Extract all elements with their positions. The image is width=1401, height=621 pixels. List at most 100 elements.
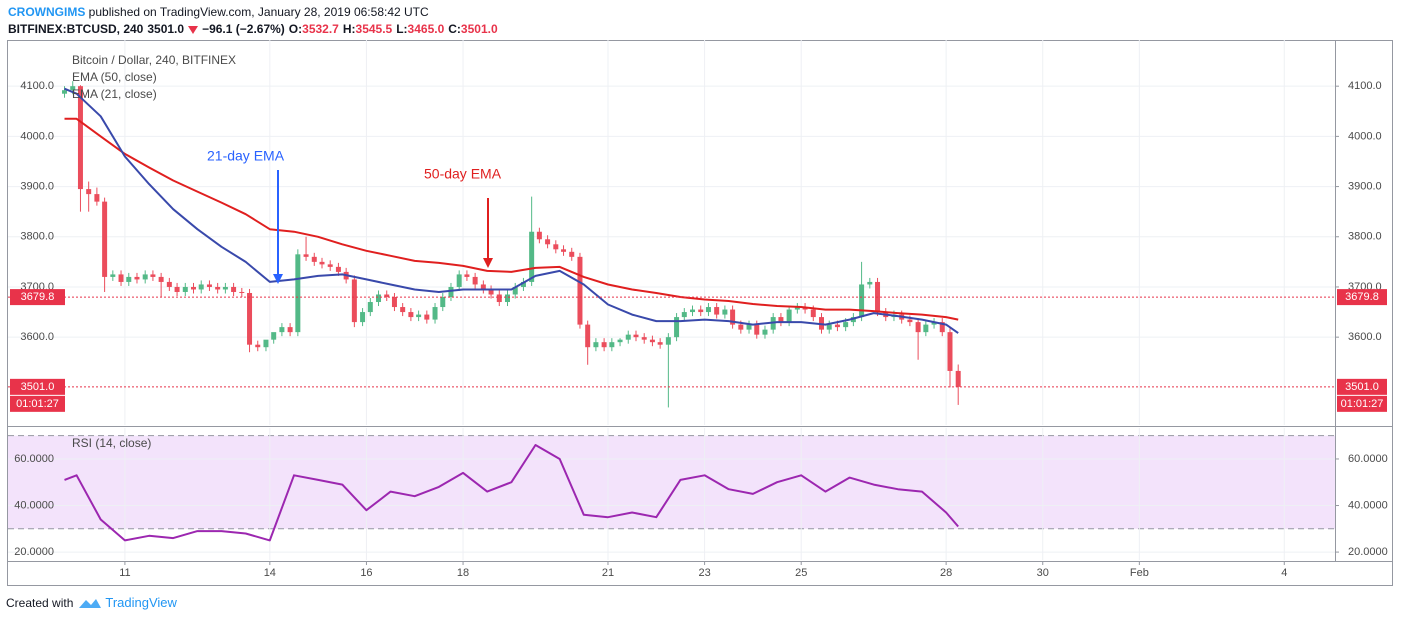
candle-body bbox=[786, 309, 792, 323]
candle-body bbox=[520, 281, 526, 287]
candle-body bbox=[633, 334, 639, 338]
candle-body bbox=[255, 344, 261, 348]
ohlc-label: O: bbox=[288, 22, 303, 36]
candle-body bbox=[810, 309, 816, 318]
candle-body bbox=[174, 286, 180, 292]
candle-body bbox=[102, 201, 108, 277]
candle-body bbox=[263, 339, 269, 348]
candle-body bbox=[94, 194, 100, 202]
candle-body bbox=[222, 286, 228, 290]
candle-body bbox=[367, 302, 373, 313]
author: CROWNGIMS bbox=[8, 5, 86, 19]
candle-body bbox=[448, 286, 454, 298]
candle-body bbox=[577, 256, 583, 325]
candle-body bbox=[319, 261, 325, 265]
candle-body bbox=[730, 309, 736, 325]
ohlc-value: 3501.0 bbox=[460, 22, 498, 36]
y-tick-label: 20.0000 bbox=[1348, 546, 1388, 558]
ohlc-value: 3465.0 bbox=[407, 22, 445, 36]
candle-body bbox=[400, 307, 406, 313]
candle-body bbox=[939, 322, 945, 333]
y-tick-label: 3600.0 bbox=[20, 331, 54, 343]
candle-body bbox=[62, 90, 68, 94]
candle-body bbox=[158, 276, 164, 282]
candle-body bbox=[843, 322, 849, 328]
candle-body bbox=[674, 317, 680, 338]
candle-body bbox=[496, 294, 502, 303]
candle-body bbox=[705, 307, 711, 313]
y-tick-label: 4000.0 bbox=[20, 130, 54, 142]
footer-brand: TradingView bbox=[105, 595, 177, 610]
countdown-box bbox=[10, 395, 65, 412]
candle-body bbox=[464, 274, 470, 277]
candle-body bbox=[110, 274, 116, 277]
arrow-head bbox=[483, 258, 493, 268]
ema-line bbox=[64, 87, 959, 334]
candle-body bbox=[947, 332, 953, 371]
y-tick-label: 40.0000 bbox=[14, 499, 54, 511]
y-tick-label: 3800.0 bbox=[20, 231, 54, 243]
candle-body bbox=[166, 281, 172, 287]
candle-body bbox=[553, 244, 559, 250]
symbol: BITFINEX:BTCUSD, 240 bbox=[8, 22, 144, 36]
candle-body bbox=[512, 286, 518, 295]
y-tick-label: 3600.0 bbox=[1348, 331, 1382, 343]
candle-body bbox=[794, 307, 800, 310]
price-label: 3679.8 bbox=[21, 291, 55, 303]
header-line: CROWNGIMS published on TradingView.com, … bbox=[8, 4, 502, 21]
candle-body bbox=[569, 251, 575, 257]
y-tick-label: 4000.0 bbox=[1348, 130, 1382, 142]
x-tick-label: 28 bbox=[940, 567, 952, 579]
candle-body bbox=[360, 312, 366, 323]
annotation: 50-day EMA bbox=[424, 166, 502, 182]
candle-body bbox=[657, 342, 663, 345]
legend-entry: EMA (21, close) bbox=[72, 87, 157, 101]
candle-body bbox=[77, 86, 83, 190]
candle-body bbox=[754, 324, 760, 335]
rsi-band bbox=[8, 435, 1335, 529]
candle-body bbox=[738, 324, 744, 330]
candle-body bbox=[955, 370, 961, 387]
logo bbox=[79, 598, 102, 608]
countdown: 01:01:27 bbox=[1341, 398, 1384, 410]
candle-body bbox=[142, 274, 148, 280]
candle-body bbox=[303, 254, 309, 257]
candle-body bbox=[641, 337, 647, 340]
x-tick-label: 25 bbox=[795, 567, 807, 579]
candle-body bbox=[86, 189, 92, 195]
candle-body bbox=[150, 274, 156, 277]
annotation: 21-day EMA bbox=[207, 148, 285, 164]
price-label: 3501.0 bbox=[21, 381, 55, 393]
change: −96.1 (−2.67%) bbox=[202, 22, 285, 36]
candle-body bbox=[416, 314, 422, 318]
candle-body bbox=[408, 312, 414, 318]
y-tick-label: 40.0000 bbox=[1348, 499, 1388, 511]
ohlc-value: 3545.5 bbox=[355, 22, 393, 36]
candle-body bbox=[561, 249, 567, 252]
ema-line bbox=[64, 117, 959, 321]
price-label-box bbox=[1337, 289, 1387, 306]
candle-body bbox=[70, 86, 76, 91]
y-tick-label: 4100.0 bbox=[1348, 80, 1382, 92]
legend-entry: EMA (50, close) bbox=[72, 70, 157, 84]
candle-body bbox=[867, 281, 873, 285]
candle-body bbox=[907, 319, 913, 323]
footer-text: Created with bbox=[6, 595, 74, 610]
candle-body bbox=[118, 274, 124, 282]
x-tick-label: 11 bbox=[119, 567, 130, 579]
x-tick-label: 23 bbox=[698, 567, 710, 579]
x-tick-label: 30 bbox=[1037, 567, 1049, 579]
y-tick-label: 3900.0 bbox=[20, 180, 54, 192]
published: published on TradingView.com, January 28… bbox=[88, 5, 429, 19]
ohlc-label: L: bbox=[396, 22, 408, 36]
candle-body bbox=[456, 274, 462, 287]
countdown: 01:01:27 bbox=[16, 398, 59, 410]
candle-body bbox=[351, 279, 357, 323]
candle-body bbox=[327, 264, 333, 267]
candle-body bbox=[762, 329, 768, 335]
footer: Created with TradingView bbox=[6, 595, 177, 610]
candle-body bbox=[247, 292, 253, 345]
candle-body bbox=[384, 294, 390, 298]
rsi-line bbox=[64, 444, 959, 542]
